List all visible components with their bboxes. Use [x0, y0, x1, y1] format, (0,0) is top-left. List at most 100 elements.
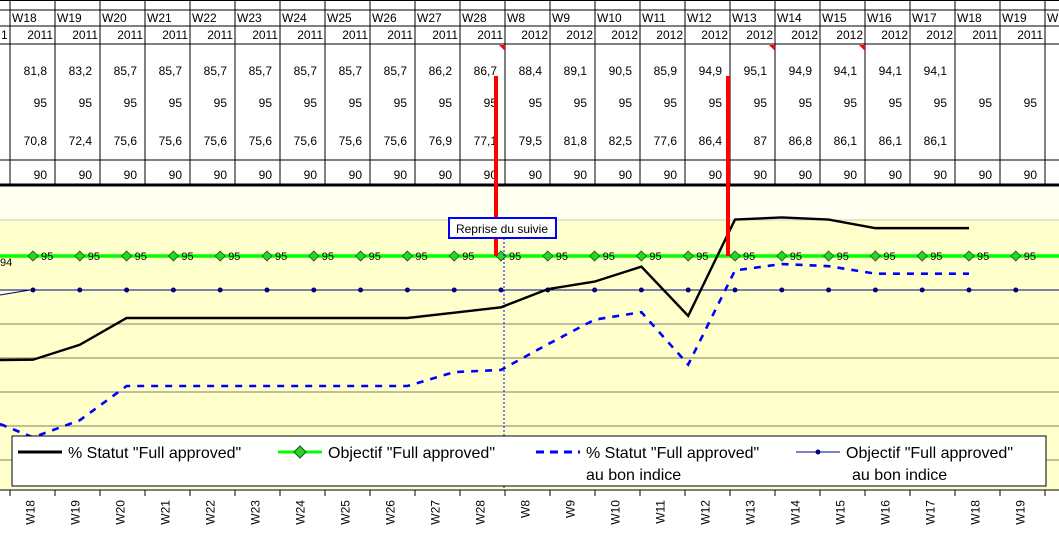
objective-label-14: 95	[696, 251, 708, 263]
objective-label-12: 95	[603, 251, 615, 263]
objective-label-6: 95	[322, 251, 334, 263]
table-cell-2-4: 75,6	[204, 134, 228, 148]
table-cell-1-3: 95	[169, 96, 183, 110]
table-week-13: W10	[597, 11, 622, 25]
comment-marker	[769, 45, 775, 51]
table-week-14: W11	[642, 11, 666, 25]
table-cell-3-1: 90	[79, 168, 93, 182]
x-tick-label-9: W27	[429, 500, 443, 525]
objective-label-4: 95	[228, 251, 240, 263]
table-cell-0-17: 94,9	[789, 64, 813, 78]
table-week-16: W13	[732, 11, 757, 25]
x-tick-label-11: W8	[519, 500, 533, 518]
table-cell-1-22: 95	[1024, 96, 1038, 110]
table-cell-2-7: 75,6	[339, 134, 363, 148]
objective-label-15: 95	[743, 251, 755, 263]
table-year-19: 2012	[881, 28, 908, 42]
table-year-2: 2011	[117, 28, 143, 42]
objective-indice-marker-18	[872, 287, 878, 293]
table-cell-3-11: 90	[529, 168, 543, 182]
table-cell-1-2: 95	[124, 96, 138, 110]
objective-label-7: 95	[369, 251, 381, 263]
table-year-21: 2011	[972, 28, 998, 42]
table-cell-2-15: 86,4	[699, 134, 723, 148]
objective-marker-21	[1010, 250, 1022, 262]
legend-label-2: Objectif "Full approved"	[328, 445, 495, 462]
table-cell-1-1: 95	[79, 96, 93, 110]
objective-indice-marker-12	[592, 287, 598, 293]
objective-indice-marker-21	[1013, 287, 1019, 293]
objective-indice-marker-8	[404, 287, 410, 293]
objective-marker-17	[823, 250, 835, 262]
table-year-8: 2011	[387, 28, 413, 42]
x-tick-label-5: W23	[249, 500, 263, 525]
table-cell-2-1: 72,4	[69, 134, 93, 148]
table-cell-3-3: 90	[169, 168, 183, 182]
legend-label-3: % Statut "Full approved"	[586, 445, 759, 462]
objective-marker-1	[74, 250, 86, 262]
table-cell-1-7: 95	[349, 96, 363, 110]
objective-label-13: 95	[649, 251, 661, 263]
table-cell-3-6: 90	[304, 168, 318, 182]
table-cell-2-6: 75,6	[294, 134, 318, 148]
table-cell-3-7: 90	[349, 168, 363, 182]
plot-top-band	[0, 188, 1059, 220]
objective-marker-15	[729, 250, 741, 262]
table-cell-3-2: 90	[124, 168, 138, 182]
table-cell-0-8: 85,7	[384, 64, 408, 78]
table-cell-0-4: 85,7	[204, 64, 228, 78]
objective-label-20: 95	[977, 251, 989, 263]
table-cell-1-15: 95	[709, 96, 723, 110]
table-week-18: W15	[822, 11, 847, 25]
x-tick-label-18: W15	[834, 500, 848, 525]
table-cell-3-12: 90	[574, 168, 588, 182]
table-cell-3-20: 90	[934, 168, 948, 182]
x-tick-label-21: W18	[969, 500, 983, 525]
legend: % Statut "Full approved" Objectif "Full …	[11, 435, 1047, 487]
data-table: 1 W18 2011 81,8 95 70,8 90 W19 2011 83,2 95 72,4 90 W…	[0, 0, 1059, 187]
objective-indice-marker-9	[451, 287, 457, 293]
x-tick-label-6: W24	[294, 500, 308, 525]
table-cell-3-13: 90	[619, 168, 633, 182]
table-cell-1-21: 95	[979, 96, 993, 110]
objective-indice-marker-7	[358, 287, 364, 293]
objective-marker-7	[355, 250, 367, 262]
table-cell-2-17: 86,8	[789, 134, 813, 148]
table-year-4: 2011	[207, 28, 233, 42]
objective-marker-0	[27, 250, 39, 262]
table-cell-1-6: 95	[304, 96, 318, 110]
objective-marker-11	[542, 250, 554, 262]
table-cell-3-15: 90	[709, 168, 723, 182]
table-year-17: 2012	[791, 28, 818, 42]
x-tick-label-10: W28	[474, 500, 488, 525]
table-cell-1-5: 95	[259, 96, 273, 110]
objective-label-5: 95	[275, 251, 287, 263]
table-cell: 1	[1, 28, 8, 42]
objective-marker-16	[776, 250, 788, 262]
x-tick-label-3: W21	[159, 500, 173, 525]
x-tick-label-7: W25	[339, 500, 353, 525]
table-cell-3-10: 90	[484, 168, 498, 182]
objective-marker-2	[121, 250, 133, 262]
table-week-8: W26	[372, 11, 397, 25]
table-cell-2-11: 79,5	[519, 134, 543, 148]
table-week-23: W20	[1047, 11, 1059, 25]
table-week-21: W18	[957, 11, 982, 25]
x-tick-label-2: W20	[114, 500, 128, 525]
table-cell-0-11: 88,4	[519, 64, 543, 78]
objective-indice-marker-0	[30, 287, 36, 293]
objective-label-18: 95	[883, 251, 895, 263]
legend-label-4b: au bon indice	[852, 467, 947, 484]
x-tick-label-16: W13	[744, 500, 758, 525]
table-cell-1-20: 95	[934, 96, 948, 110]
objective-label-16: 95	[790, 251, 802, 263]
table-year-15: 2012	[701, 28, 728, 42]
series-statut-indice-line	[0, 262, 969, 439]
table-cell-2-8: 75,6	[384, 134, 408, 148]
table-week-2: W20	[102, 11, 127, 25]
table-cell-1-17: 95	[799, 96, 813, 110]
objective-indice-marker-3	[170, 287, 176, 293]
annotation-box: Reprise du suivie	[448, 217, 557, 239]
table-cell-1-13: 95	[619, 96, 633, 110]
table-week-5: W23	[237, 11, 262, 25]
